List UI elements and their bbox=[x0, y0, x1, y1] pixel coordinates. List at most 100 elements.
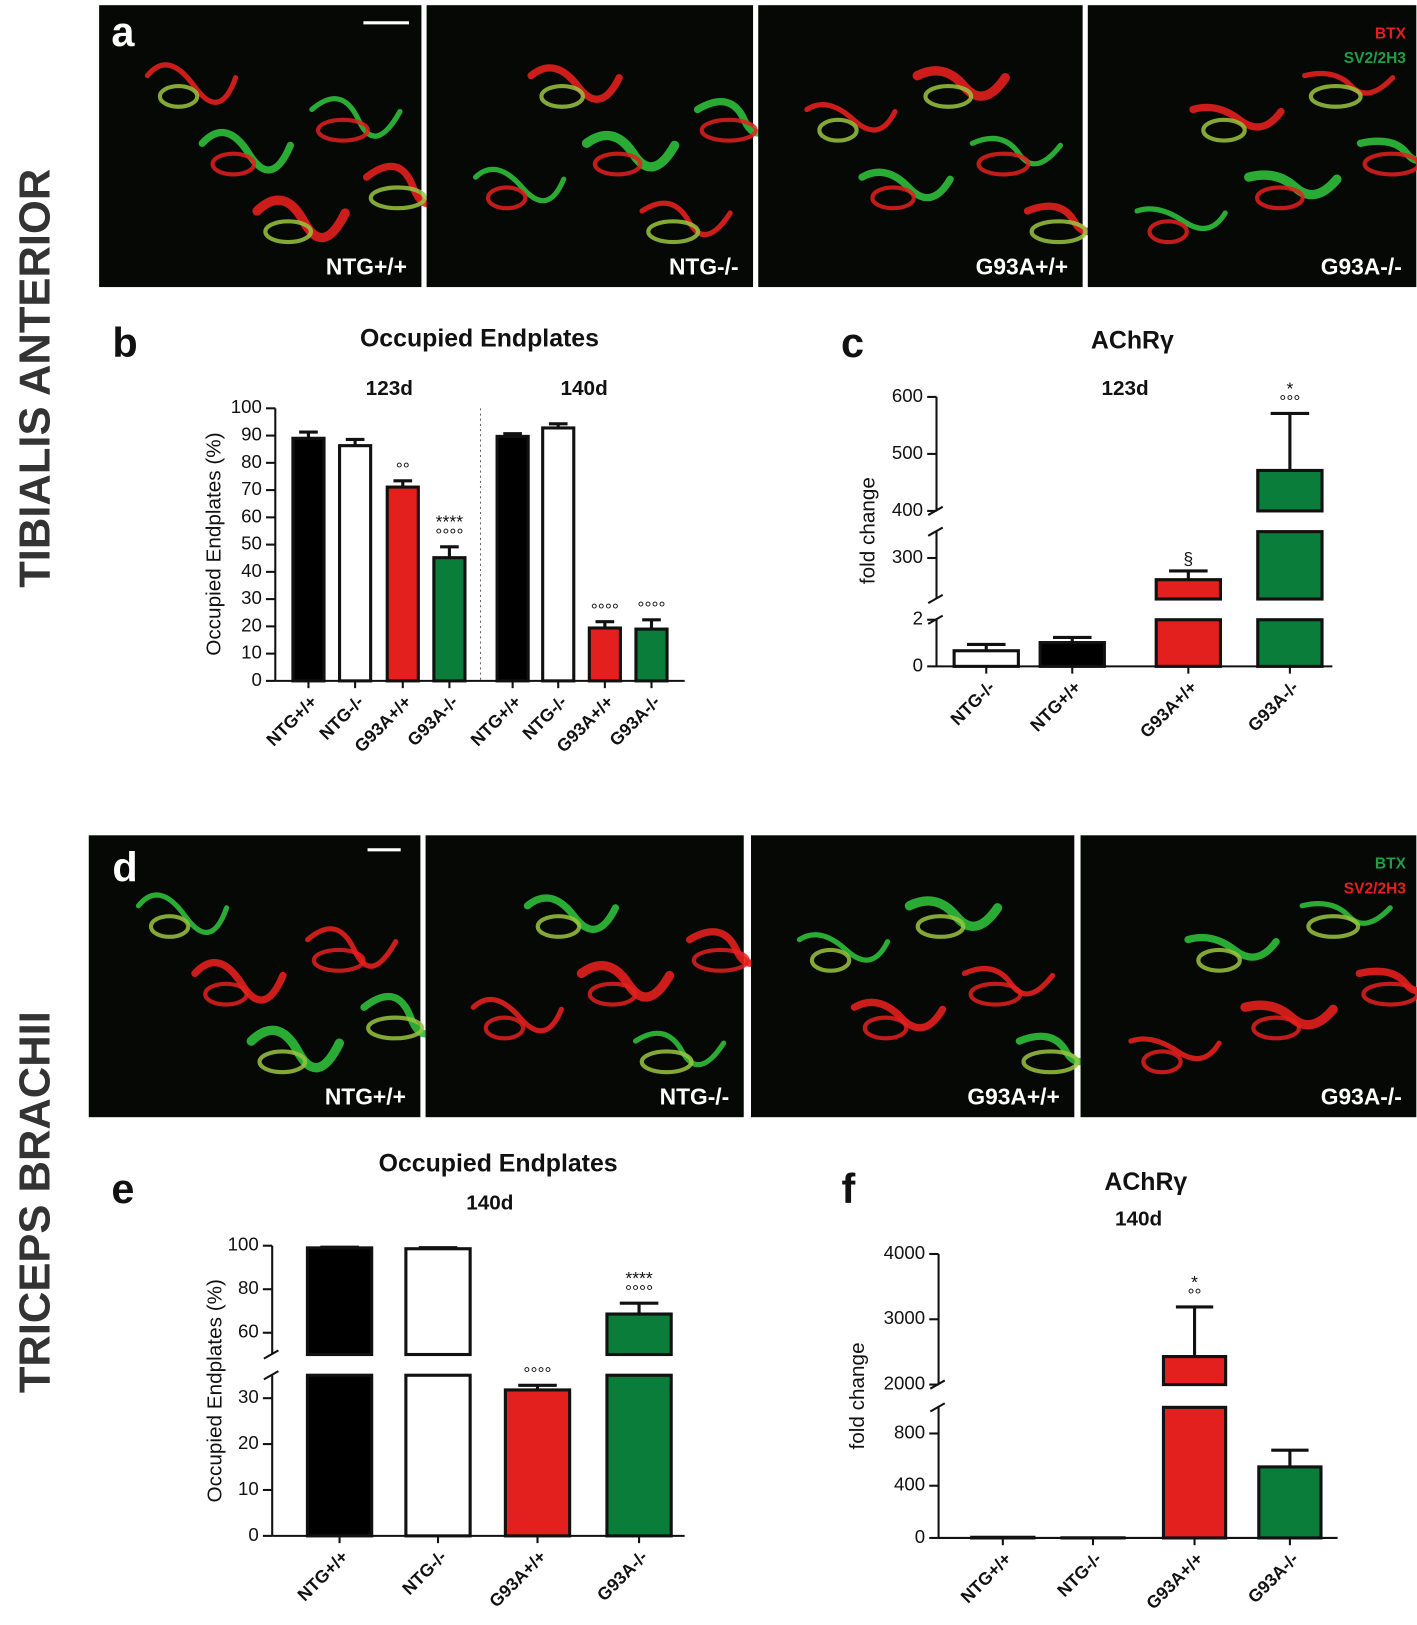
group-label: 123d bbox=[366, 377, 413, 400]
stain bbox=[135, 892, 230, 935]
stain bbox=[315, 117, 370, 143]
stain bbox=[639, 200, 733, 238]
panel-letter: c bbox=[841, 319, 864, 366]
group-label: 140d bbox=[561, 377, 608, 400]
axis-break bbox=[929, 1402, 946, 1413]
bar bbox=[1038, 641, 1106, 668]
stain bbox=[850, 998, 947, 1032]
y-tick-label: 300 bbox=[892, 546, 923, 567]
stain bbox=[1308, 83, 1363, 109]
bar bbox=[1161, 1355, 1228, 1387]
y-tick-label: 400 bbox=[894, 1474, 925, 1495]
stain bbox=[1361, 981, 1417, 1007]
stain bbox=[632, 1030, 727, 1068]
stain bbox=[581, 130, 680, 172]
micrograph-label: G93A+/+ bbox=[976, 253, 1068, 279]
significance: °°°° bbox=[435, 525, 463, 545]
bar bbox=[305, 1373, 374, 1538]
stain bbox=[587, 981, 638, 1007]
stain bbox=[858, 168, 954, 202]
bar bbox=[1257, 1465, 1323, 1540]
y-tick-label: 20 bbox=[241, 614, 262, 635]
stain bbox=[309, 96, 403, 139]
x-tick-label: NTG+/+ bbox=[957, 1549, 1015, 1607]
stain bbox=[210, 151, 257, 177]
panel-letter: f bbox=[842, 1165, 856, 1212]
bar bbox=[305, 1246, 374, 1357]
x-tick-label: G93A-/- bbox=[605, 691, 664, 750]
y-tick-label: 80 bbox=[241, 451, 262, 472]
significance: °°°° bbox=[523, 1364, 551, 1384]
y-axis-label: Occupied Endplates (%) bbox=[204, 1279, 227, 1502]
bar bbox=[1256, 468, 1324, 513]
y-tick-label: 500 bbox=[892, 442, 923, 463]
x-tick-label: G93A+/+ bbox=[1142, 1549, 1207, 1614]
y-tick-label: 30 bbox=[238, 1386, 259, 1407]
stain bbox=[639, 1049, 694, 1075]
chart-subtitle: 140d bbox=[466, 1192, 513, 1215]
chart-title: Occupied Endplates bbox=[379, 1149, 618, 1177]
x-tick-label: NTG+/+ bbox=[293, 1547, 351, 1605]
x-tick-label: G93A+/+ bbox=[1136, 677, 1201, 742]
y-tick-label: 800 bbox=[894, 1421, 925, 1442]
bar bbox=[1154, 618, 1223, 668]
significance: **** bbox=[436, 512, 464, 532]
chart-title: Occupied Endplates bbox=[360, 324, 599, 352]
bar bbox=[970, 1535, 1036, 1540]
bar bbox=[338, 444, 373, 683]
y-tick-label: 10 bbox=[238, 1478, 259, 1499]
stain bbox=[257, 1049, 308, 1075]
bar bbox=[541, 426, 576, 683]
y-tick-label: 4000 bbox=[884, 1242, 925, 1263]
stain bbox=[263, 219, 314, 245]
significance: °° bbox=[396, 459, 410, 479]
stain bbox=[576, 961, 675, 1002]
bar bbox=[404, 1373, 472, 1538]
significance: °°° bbox=[1279, 392, 1300, 412]
stain bbox=[366, 1015, 425, 1041]
stain bbox=[203, 981, 249, 1007]
significance: **** bbox=[625, 1268, 653, 1288]
chart-subtitle: 140d bbox=[1115, 1207, 1162, 1230]
stain bbox=[485, 185, 528, 211]
x-tick-label: G93A-/- bbox=[1244, 677, 1303, 736]
y-tick-label: 2000 bbox=[884, 1372, 925, 1393]
stain bbox=[527, 64, 623, 103]
stain bbox=[252, 195, 350, 243]
significance: * bbox=[1286, 378, 1293, 398]
y-tick-label: 600 bbox=[892, 385, 923, 406]
y-tick-label: 80 bbox=[238, 1277, 259, 1298]
stain-legend: SV2/2H3 bbox=[1344, 50, 1407, 67]
micrograph-label: NTG-/- bbox=[660, 1084, 730, 1110]
stain bbox=[1240, 1000, 1338, 1030]
stain bbox=[699, 117, 758, 143]
bar bbox=[503, 1388, 572, 1538]
x-tick-label: G93A+/+ bbox=[485, 1547, 550, 1612]
stain bbox=[912, 66, 1010, 101]
axis-break bbox=[263, 1349, 279, 1360]
stain-legend: SV2/2H3 bbox=[1344, 880, 1407, 897]
stain bbox=[1196, 947, 1242, 973]
bar bbox=[1154, 578, 1223, 601]
bar bbox=[605, 1373, 673, 1538]
y-tick-label: 40 bbox=[241, 560, 262, 581]
micrograph bbox=[750, 835, 1075, 1118]
significance: °°°° bbox=[625, 1281, 653, 1301]
stain-legend: BTX bbox=[1375, 855, 1407, 872]
panel-letter: b bbox=[112, 319, 137, 366]
stain bbox=[483, 1015, 526, 1041]
axis-break bbox=[927, 593, 944, 605]
x-tick-label: G93A-/- bbox=[1244, 1548, 1303, 1607]
y-axis-label: fold change bbox=[857, 477, 880, 584]
significance: § bbox=[1183, 549, 1193, 569]
stain bbox=[817, 117, 859, 143]
stain bbox=[157, 83, 200, 109]
stain bbox=[1021, 1049, 1080, 1075]
stain bbox=[368, 185, 427, 211]
stain bbox=[148, 914, 191, 939]
row-label: TRICEPS BRACHII bbox=[11, 1011, 59, 1393]
stain bbox=[796, 932, 891, 963]
stain bbox=[1029, 219, 1088, 245]
x-tick-label: NTG+/+ bbox=[1026, 677, 1084, 735]
